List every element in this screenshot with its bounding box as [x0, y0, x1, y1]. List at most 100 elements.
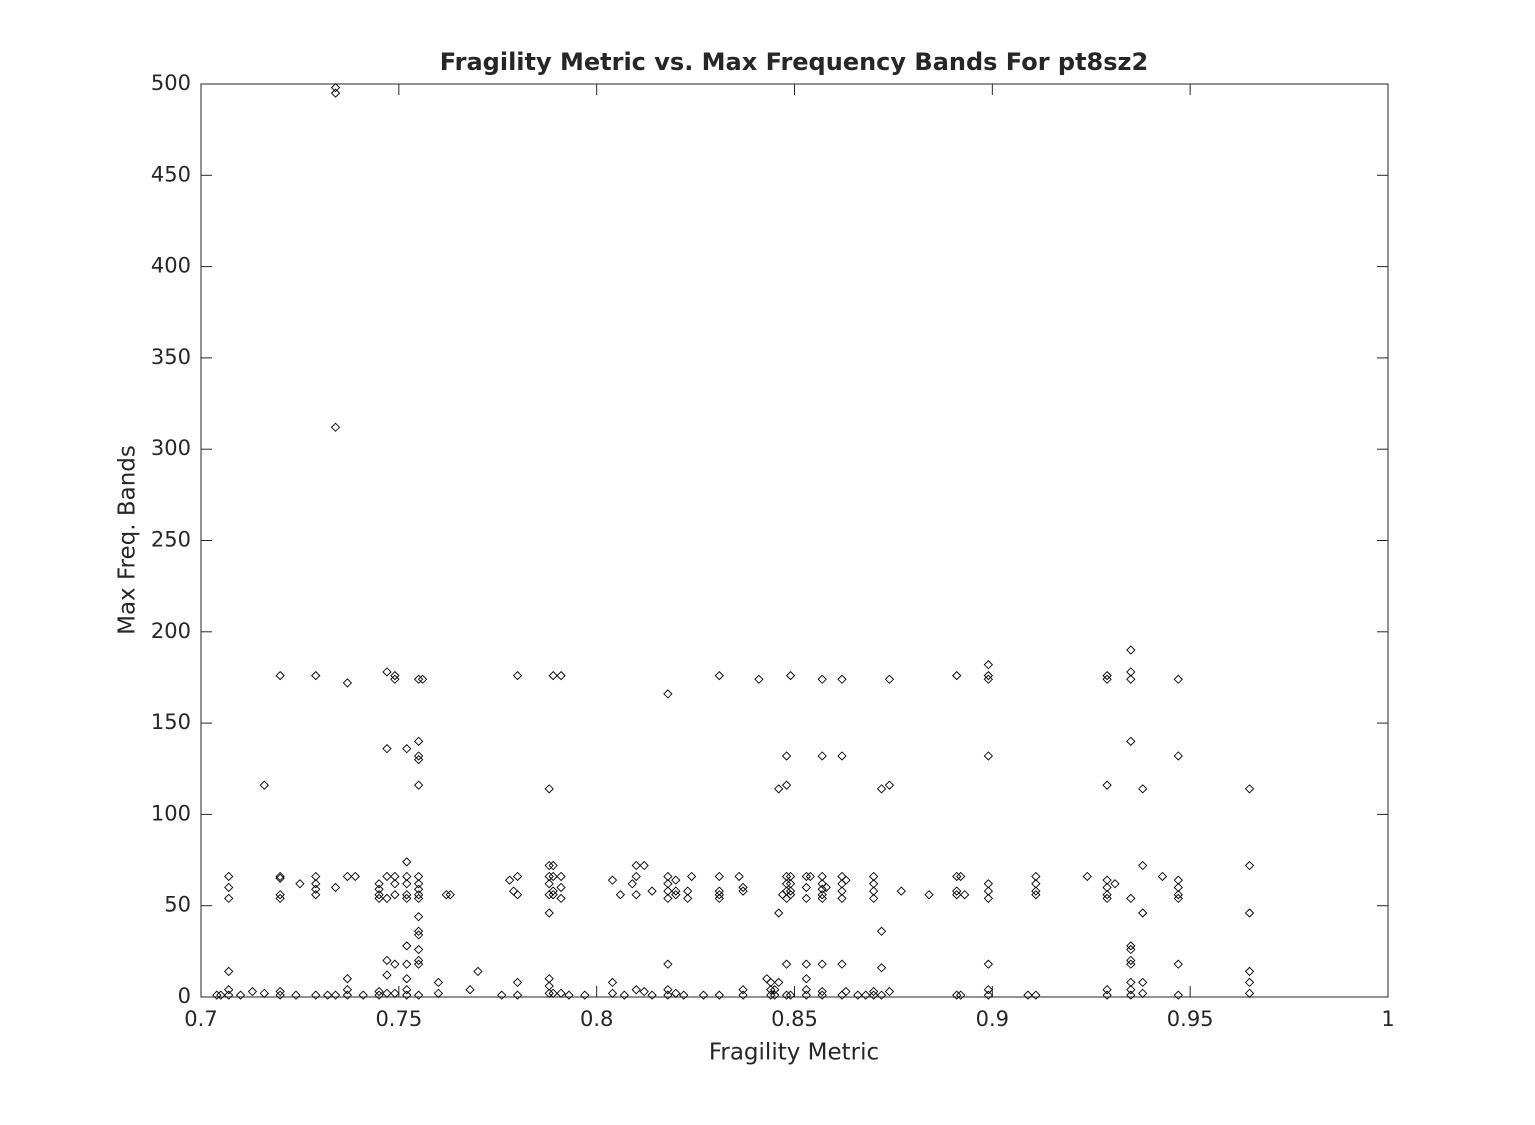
point [781, 959, 792, 969]
point [766, 977, 776, 988]
point [311, 884, 321, 894]
point [556, 882, 566, 893]
point [774, 977, 784, 988]
point [1031, 890, 1041, 900]
point [330, 882, 341, 893]
point [983, 990, 994, 1000]
point [402, 857, 412, 867]
point [1173, 890, 1183, 900]
point [413, 959, 424, 969]
point [983, 660, 994, 670]
point [607, 988, 618, 998]
point [663, 886, 673, 896]
y-tick-label: 500 [151, 71, 191, 95]
x-tick-label: 0.7 [184, 1007, 217, 1031]
point [1110, 879, 1120, 889]
point [884, 986, 895, 997]
point [734, 871, 744, 882]
point [544, 981, 554, 991]
point [738, 882, 748, 893]
point [402, 744, 412, 754]
point [512, 977, 523, 988]
x-tick-label: 0.8 [580, 1007, 613, 1031]
point [738, 985, 748, 995]
point [382, 667, 392, 677]
point [801, 882, 812, 893]
point [817, 751, 827, 761]
point [683, 893, 693, 904]
point [853, 990, 863, 1000]
point [512, 871, 523, 882]
point [413, 879, 424, 889]
point [417, 674, 428, 684]
point [291, 990, 301, 1000]
point [402, 959, 412, 969]
point [983, 751, 994, 761]
point [952, 871, 962, 882]
point [1126, 944, 1136, 955]
point [544, 871, 554, 882]
point [956, 871, 966, 882]
point [884, 674, 895, 684]
point [1102, 990, 1112, 1000]
point [683, 886, 693, 896]
point [1244, 908, 1255, 918]
point [983, 959, 994, 969]
point [1173, 882, 1183, 893]
point [1126, 977, 1136, 988]
point [390, 959, 400, 969]
point [781, 879, 792, 889]
y-tick-label: 400 [151, 254, 191, 278]
point [785, 879, 796, 889]
point [556, 988, 566, 998]
point [770, 990, 780, 1000]
point [924, 890, 934, 900]
point [374, 879, 384, 889]
point [952, 670, 962, 681]
point [639, 860, 649, 871]
point [770, 985, 780, 995]
point [564, 990, 574, 1000]
point [952, 990, 962, 1000]
point [1102, 875, 1112, 885]
point [544, 784, 554, 794]
point [295, 879, 305, 889]
point [382, 970, 392, 980]
point [714, 990, 724, 1000]
point [1102, 674, 1112, 684]
point [663, 879, 673, 889]
chart-title: Fragility Metric vs. Max Frequency Bands… [440, 48, 1148, 76]
point [342, 985, 353, 995]
y-tick-label: 300 [151, 436, 191, 460]
point [402, 941, 412, 951]
point [714, 871, 724, 882]
point [1126, 674, 1136, 684]
point [402, 990, 412, 1000]
point [1244, 966, 1255, 977]
point [817, 893, 827, 904]
point [275, 890, 285, 900]
x-axis-label: Fragility Metric [709, 1040, 879, 1066]
point [330, 990, 341, 1000]
x-tick-label: 0.95 [1167, 1007, 1214, 1031]
point [311, 890, 321, 900]
point [413, 754, 424, 765]
point [801, 893, 812, 904]
point [330, 88, 341, 98]
point [342, 974, 353, 984]
point [868, 990, 879, 1000]
point [382, 988, 392, 998]
point [960, 890, 970, 900]
point [512, 890, 523, 900]
point [868, 986, 879, 997]
y-axis-label: Max Freq. Bands [115, 445, 141, 635]
point [275, 990, 285, 1000]
y-tick-label: 150 [151, 710, 191, 734]
point [876, 926, 887, 936]
point [548, 886, 558, 896]
point [785, 886, 796, 896]
point [663, 689, 673, 699]
point [1173, 990, 1183, 1000]
point [868, 871, 879, 882]
